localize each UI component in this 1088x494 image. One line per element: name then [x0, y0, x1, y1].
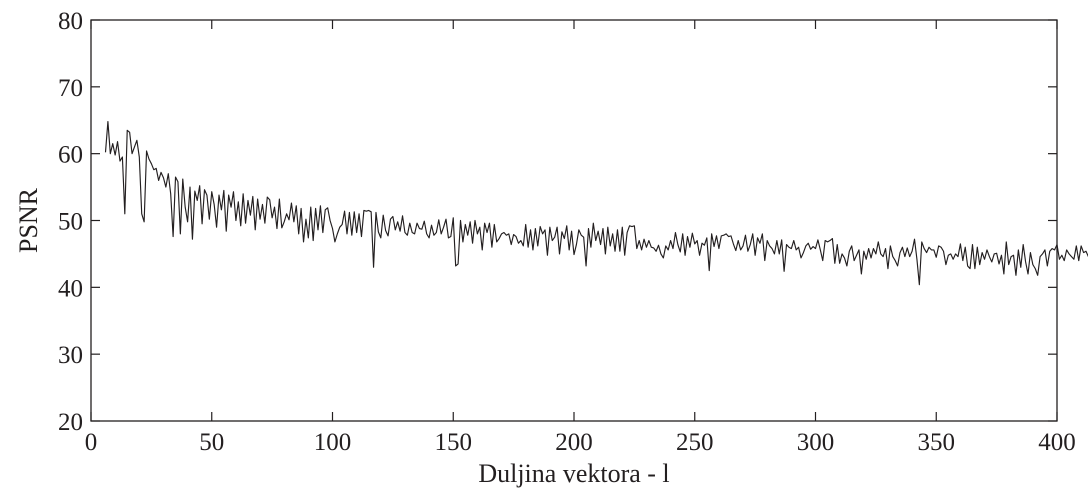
x-tick-label: 50 — [199, 429, 224, 456]
y-tick-label: 20 — [58, 409, 83, 436]
x-tick-label: 300 — [797, 429, 835, 456]
y-tick-label: 80 — [58, 8, 83, 35]
y-axis-label: PSNR — [14, 187, 43, 253]
y-tick-label: 70 — [58, 75, 83, 102]
x-tick-label: 400 — [1038, 429, 1076, 456]
x-tick-label: 250 — [676, 429, 714, 456]
x-tick-label: 200 — [555, 429, 593, 456]
plot-area-frame — [90, 19, 1058, 422]
x-tick-label: 0 — [85, 429, 98, 456]
x-axis-label: Duljina vektora - l — [478, 459, 669, 488]
x-tick-label: 350 — [918, 429, 956, 456]
y-tick-label: 30 — [58, 342, 83, 369]
y-tick-label: 40 — [58, 275, 83, 302]
tick-labels: 0 50 100 150 200 250 300 350 400 20 30 40 50 60 70 80 — [58, 8, 1076, 456]
x-tick-label: 100 — [314, 429, 352, 456]
series-line-psnr — [104, 121, 1088, 286]
y-tick-label: 50 — [58, 209, 83, 236]
x-tick-label: 150 — [435, 429, 473, 456]
y-tick-label: 60 — [58, 142, 83, 169]
